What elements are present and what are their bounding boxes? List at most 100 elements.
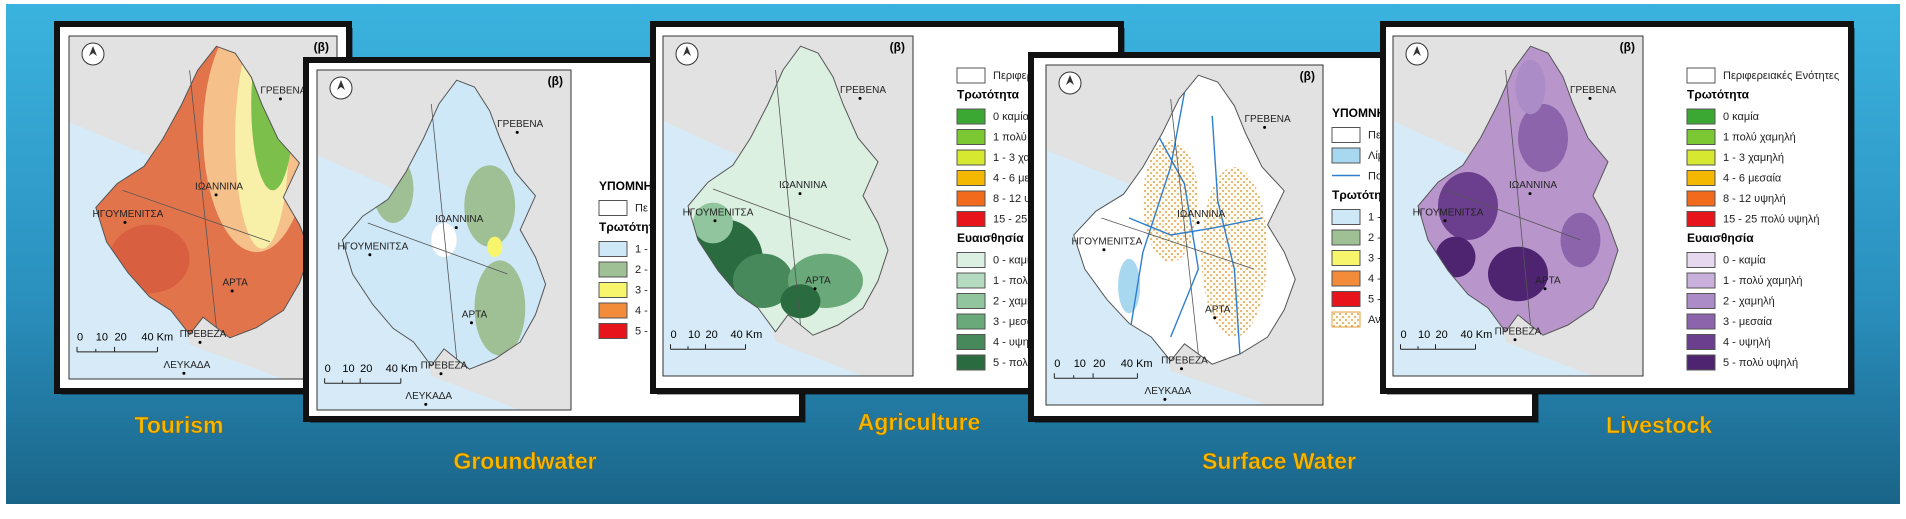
- legend-heading: Ευαισθησία: [1687, 231, 1754, 245]
- legend-swatch: [956, 149, 986, 166]
- legend-swatch: [956, 252, 986, 268]
- legend-swatch: [1686, 190, 1716, 207]
- city-label: ΙΩΑΝΝΙΝΑ: [435, 214, 483, 225]
- north-arrow: [1405, 42, 1429, 66]
- legend-label: 3 - μεσαία: [1723, 316, 1773, 328]
- legend-swatch: [1686, 211, 1716, 227]
- city-label: ΠΡΕΒΕΖΑ: [421, 360, 468, 371]
- legend-swatch: [1686, 149, 1716, 166]
- legend-label: 4 - 6 μεσαία: [1723, 172, 1782, 184]
- scale-label: 40 Km: [141, 332, 173, 344]
- city-dot: [1443, 219, 1447, 223]
- legend-swatch: [956, 129, 986, 145]
- zone: [693, 202, 733, 244]
- scale-label: 0: [77, 332, 83, 344]
- river: [1211, 115, 1241, 355]
- city-label: ΙΩΑΝΝΙΝΑ: [195, 182, 243, 193]
- zone: [1488, 246, 1548, 302]
- district-border: [1101, 217, 1254, 270]
- zone: [1515, 59, 1546, 115]
- legend-heading: ΥΠΟΜΝΗ: [599, 179, 652, 193]
- legend-swatch: [956, 354, 986, 371]
- map: [1046, 65, 1323, 405]
- legend-heading: Τρωτότητα: [1332, 188, 1395, 202]
- legend-label: 4 - υψηλή: [1723, 336, 1771, 348]
- city-dot: [278, 97, 282, 101]
- legend-label: 8 - 12 υψηλή: [1723, 193, 1786, 205]
- legend-swatch: [598, 302, 628, 319]
- map-frame: [662, 35, 914, 377]
- panel-content: (β) ΓΡΕΒΕΝΑ ΙΩΑΝΝΙΝΑ ΗΓΟΥΜΕΝΙΤΣΑ ΑΡΤΑ ΠΡΕΒΕΖΑ…: [1392, 35, 1839, 377]
- legend-label: Πο: [1368, 170, 1382, 182]
- scale-label: 40 Km: [731, 329, 763, 341]
- city-label: ΙΩΑΝΝΙΝΑ: [1509, 180, 1557, 191]
- legend-swatch: [598, 261, 628, 278]
- city-dot: [214, 193, 218, 197]
- city-dot: [713, 219, 717, 223]
- legend-label: 1 - πολύ χαμηλή: [1723, 275, 1802, 287]
- legend-swatch: [1686, 67, 1716, 84]
- legend-label: 8 - 12 υψ: [993, 193, 1038, 205]
- legend-label: 1 - 3 χαμηλή: [1723, 152, 1784, 164]
- district-border: [1442, 188, 1581, 241]
- city-dot: [123, 220, 127, 224]
- north-arrow: [329, 76, 353, 100]
- legend-swatch: [1331, 250, 1361, 266]
- legend-label: 4 -: [635, 305, 648, 317]
- panel-tag: (β): [1300, 69, 1315, 83]
- legend-swatch: [1686, 252, 1716, 268]
- north-arrow-head: [89, 46, 97, 56]
- city-dot: [1263, 125, 1267, 129]
- panel-caption: Groundwater: [453, 448, 596, 474]
- zone: [474, 260, 526, 356]
- city-dot: [1543, 287, 1547, 291]
- legend-swatch: [1331, 291, 1361, 307]
- zone: [1438, 172, 1498, 240]
- scale-bar: [324, 378, 402, 384]
- legend-swatch: [1331, 147, 1361, 164]
- legend-label: 1 -: [1368, 211, 1381, 223]
- legend-label: 1 πολύ: [993, 131, 1027, 143]
- city-dot: [368, 253, 372, 257]
- scale-label: 10: [688, 329, 700, 341]
- legend-label: 5 -: [635, 325, 648, 337]
- legend-label: 5 - πολύ υψηλή: [1723, 357, 1798, 369]
- district-border: [712, 188, 851, 241]
- legend-swatch: [598, 282, 628, 298]
- city-dot: [454, 226, 458, 230]
- legend-swatch: [956, 272, 986, 289]
- legend-label: Περιφερειακές Ενότητες: [1723, 70, 1839, 82]
- city-label: ΛΕΥΚΑΔΑ: [1145, 386, 1192, 397]
- legend-label: 0 - καμία: [993, 254, 1036, 266]
- city-label: ΓΡΕΒΕΝΑ: [1245, 114, 1291, 125]
- north-arrow-head: [1413, 46, 1421, 56]
- legend-swatch: [1331, 209, 1361, 225]
- legend-label: 0 καμία: [1723, 111, 1760, 123]
- map-frame: [1045, 64, 1324, 406]
- legend-label: 1 πολύ χαμηλή: [1723, 131, 1796, 143]
- scale-label: 20: [1093, 358, 1105, 370]
- north-arrow: [1058, 71, 1082, 95]
- legend-label: 2 -: [635, 264, 648, 276]
- scale-label: 10: [96, 332, 108, 344]
- district-border: [1170, 98, 1199, 355]
- scale-label: 40 Km: [386, 363, 418, 375]
- zone: [1142, 139, 1199, 263]
- legend-label: 4 -: [1368, 273, 1381, 285]
- scale-label: 0: [671, 329, 677, 341]
- city-dot: [813, 287, 817, 291]
- legend-heading: Τρωτότητα: [1687, 88, 1750, 102]
- legend-label: 2 -: [1368, 232, 1381, 244]
- city-label: ΗΓΟΥΜΕΝΙΤΣΑ: [93, 209, 164, 220]
- city-label: ΑΡΤΑ: [805, 275, 831, 286]
- city-dot: [1102, 248, 1106, 252]
- city-dot: [1196, 221, 1200, 225]
- map: [663, 36, 913, 376]
- legend-label: Αν: [1368, 314, 1381, 326]
- scale-bar: [1053, 373, 1138, 379]
- scale-label: 40 Km: [1461, 329, 1493, 341]
- zone: [780, 284, 821, 319]
- legend-swatch: [1686, 293, 1716, 309]
- city-dot: [198, 340, 202, 344]
- zone: [733, 253, 793, 308]
